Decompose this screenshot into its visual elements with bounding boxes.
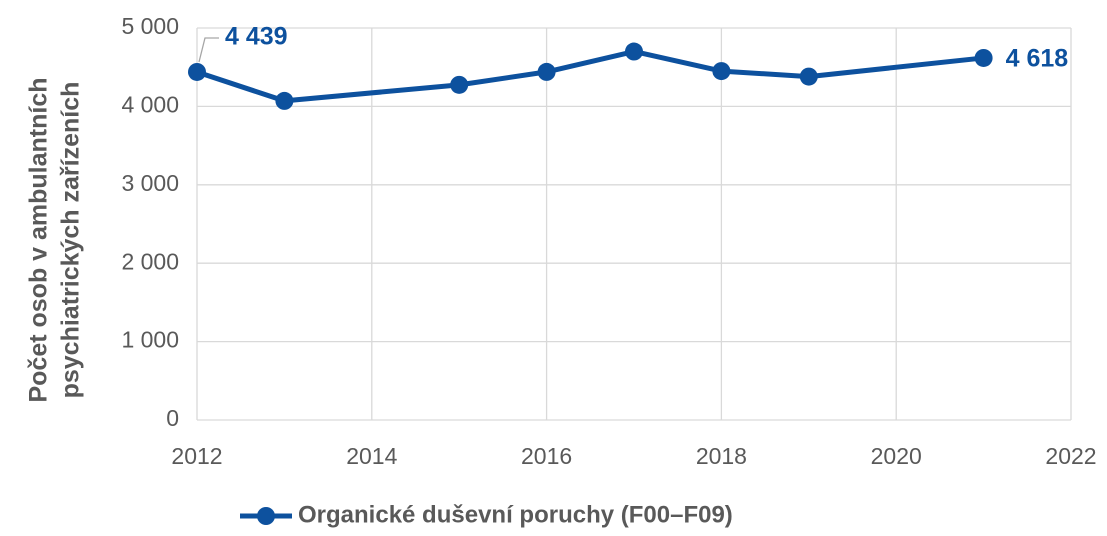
legend-marker bbox=[257, 507, 275, 525]
y-tick-label: 5 000 bbox=[121, 13, 179, 39]
data-point bbox=[537, 62, 556, 81]
legend-label: Organické duševní poruchy (F00–F09) bbox=[298, 501, 733, 528]
x-tick-label: 2014 bbox=[346, 443, 397, 469]
y-tick-label: 4 000 bbox=[121, 91, 179, 117]
data-point bbox=[712, 62, 731, 81]
data-point bbox=[799, 67, 818, 86]
x-tick-label: 2012 bbox=[171, 443, 222, 469]
y-tick-label: 0 bbox=[166, 405, 179, 431]
data-point bbox=[188, 62, 206, 81]
data-point bbox=[625, 42, 643, 61]
y-tick-label: 3 000 bbox=[121, 170, 179, 196]
x-tick-label: 2022 bbox=[1045, 443, 1096, 469]
data-point bbox=[450, 75, 469, 94]
y-tick-label: 2 000 bbox=[121, 248, 179, 274]
y-axis-label: Počet osob v ambulantních bbox=[25, 77, 53, 402]
y-axis-label: psychiatrických zařízeních bbox=[57, 82, 85, 399]
x-tick-label: 2016 bbox=[521, 443, 572, 469]
y-tick-label: 1 000 bbox=[121, 327, 179, 353]
x-tick-label: 2020 bbox=[871, 443, 922, 469]
data-line bbox=[196, 49, 984, 104]
x-tick-label: 2018 bbox=[696, 443, 747, 469]
data-label: 4 439 bbox=[225, 23, 288, 51]
data-point bbox=[974, 48, 993, 67]
leader-line bbox=[198, 37, 219, 63]
data-point bbox=[275, 91, 294, 110]
data-label: 4 618 bbox=[1006, 45, 1069, 73]
